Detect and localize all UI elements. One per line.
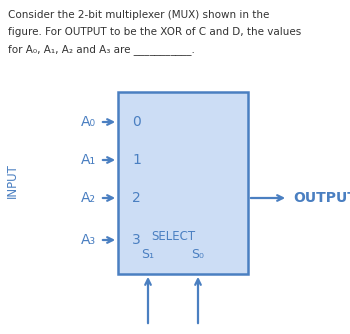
Text: for A₀, A₁, A₂ and A₃ are ___________.: for A₀, A₁, A₂ and A₃ are ___________. [8, 44, 195, 55]
Text: A₂: A₂ [80, 191, 96, 205]
Bar [118, 92, 248, 274]
Text: 0: 0 [132, 115, 141, 129]
Text: figure. For OUTPUT to be the XOR of C and D, the values: figure. For OUTPUT to be the XOR of C an… [8, 27, 301, 37]
Text: 3: 3 [132, 233, 141, 247]
Text: Consider the 2-bit multiplexer (MUX) shown in the: Consider the 2-bit multiplexer (MUX) sho… [8, 10, 270, 20]
Text: SELECT: SELECT [151, 229, 195, 242]
Text: S₁: S₁ [141, 247, 154, 261]
Text: A₀: A₀ [80, 115, 96, 129]
Text: A₁: A₁ [80, 153, 96, 167]
Text: S₀: S₀ [191, 247, 204, 261]
Text: INPUT: INPUT [6, 164, 19, 198]
Text: A₃: A₃ [80, 233, 96, 247]
Text: 2: 2 [132, 191, 141, 205]
Text: OUTPUT: OUTPUT [293, 191, 350, 205]
Text: 1: 1 [132, 153, 141, 167]
